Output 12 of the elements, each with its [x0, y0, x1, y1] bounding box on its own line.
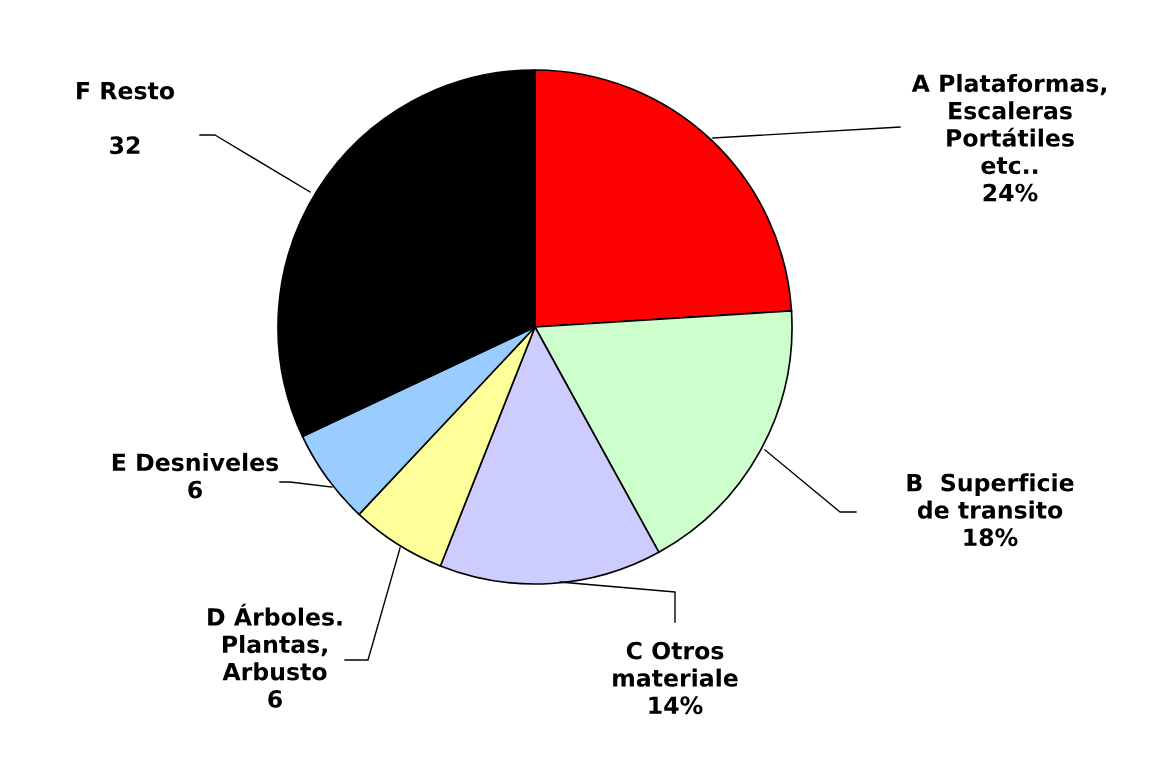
slice-label: E Desniveles	[112, 452, 279, 472]
slice-label: C Otros materiale	[613, 641, 738, 687]
data-label: 6	[268, 690, 282, 708]
data-label: 14%	[649, 696, 703, 715]
slice-label: A Plataformas, Escaleras Portátiles etc..	[911, 73, 1106, 175]
data-label: 32	[110, 136, 140, 155]
slice-label: F Resto	[77, 81, 175, 100]
slice-label: D Árboles. Plantas, Arbusto	[208, 603, 342, 681]
data-label: 18%	[964, 528, 1018, 547]
slice-label: B Superficie de transito	[907, 473, 1074, 519]
data-label: 6	[188, 480, 202, 499]
data-label: 24%	[983, 183, 1038, 202]
